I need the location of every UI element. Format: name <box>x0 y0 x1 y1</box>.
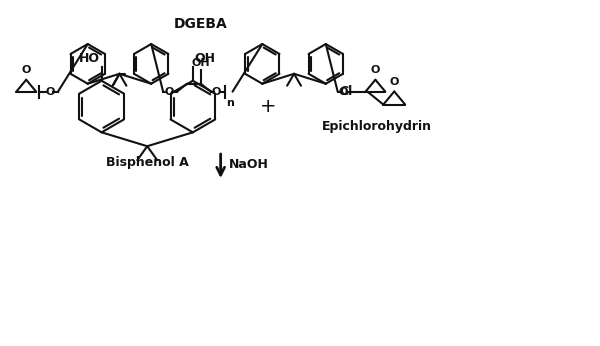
Text: O: O <box>339 86 349 97</box>
Text: O: O <box>46 86 55 97</box>
Text: O: O <box>371 65 380 75</box>
Text: O: O <box>389 76 399 86</box>
Text: NaOH: NaOH <box>229 157 268 171</box>
Text: Cl: Cl <box>340 85 353 98</box>
Text: OH: OH <box>191 58 210 68</box>
Text: O: O <box>212 86 221 97</box>
Text: O: O <box>22 65 31 75</box>
Text: Bisphenol A: Bisphenol A <box>106 156 188 169</box>
Text: OH: OH <box>195 53 216 65</box>
Text: HO: HO <box>79 53 100 65</box>
Text: n: n <box>227 98 235 108</box>
Text: Epichlorohydrin: Epichlorohydrin <box>322 120 433 133</box>
Text: O: O <box>164 86 174 97</box>
Text: DGEBA: DGEBA <box>174 17 227 31</box>
Text: +: + <box>260 97 277 116</box>
